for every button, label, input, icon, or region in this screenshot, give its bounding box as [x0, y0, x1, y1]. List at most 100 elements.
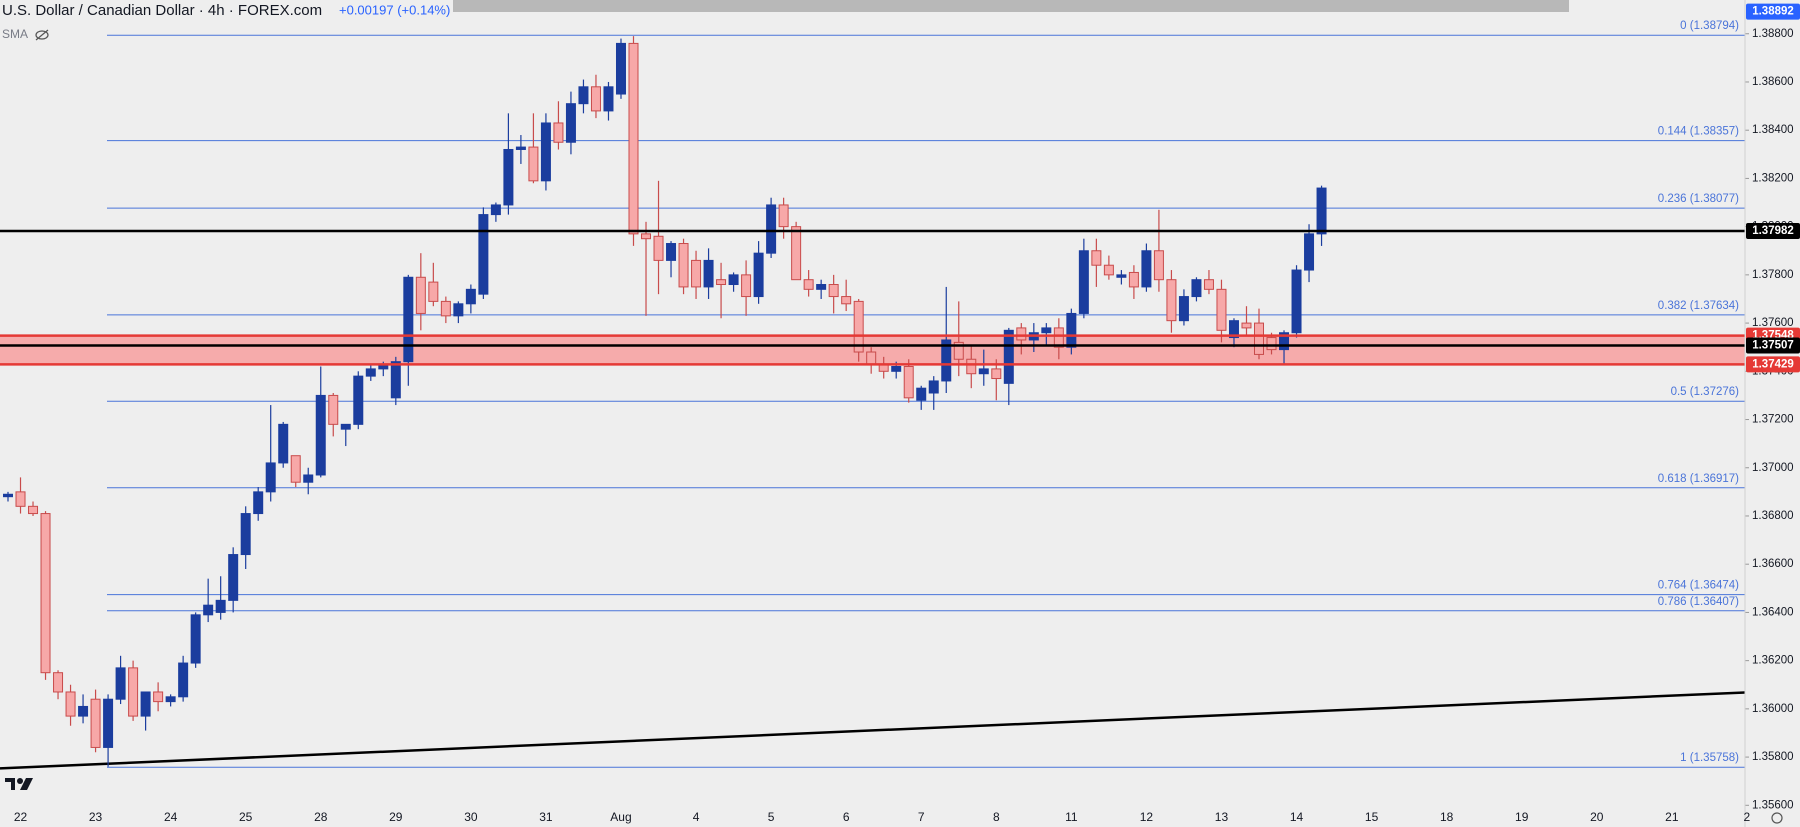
candle-body [428, 281, 439, 302]
candle-body [1116, 274, 1127, 278]
candle-body [215, 599, 226, 613]
candle-body [15, 491, 26, 507]
price-tag-label: 1.37982 [1752, 225, 1794, 237]
x-tick-label: 5 [768, 810, 775, 824]
candle-body [40, 513, 51, 674]
price-tag-label: 1.38892 [1752, 6, 1794, 18]
candle-body [290, 455, 301, 483]
candle-body [78, 705, 89, 717]
candle-body [315, 394, 326, 476]
x-tick-label: 19 [1515, 810, 1529, 824]
candle-body [503, 148, 514, 206]
candle-body [65, 691, 76, 717]
fib-label: 0.236 (1.38077) [1658, 193, 1739, 205]
plot-area: 0 (1.38794) 0.144 (1.38357) 0.236 (1.38077… [0, 20, 1749, 806]
x-tick-label: 7 [918, 810, 925, 824]
candle-body [415, 276, 426, 314]
candle-body [666, 243, 677, 261]
price-change: +0.00197 (+0.14%) [339, 2, 450, 17]
candle-body [1266, 337, 1277, 351]
candle-body [565, 103, 576, 143]
x-tick-label: 11 [1065, 810, 1078, 824]
top-bar [453, 0, 1569, 12]
candle-body [916, 387, 927, 401]
candle-body [1078, 250, 1089, 314]
y-tick-label: 1.37600 [1752, 317, 1794, 329]
candle-body [953, 341, 964, 360]
candle-body [603, 86, 614, 112]
candle-body [1178, 296, 1189, 322]
y-tick-label: 1.36000 [1752, 703, 1794, 715]
fib-label: 0.786 (1.36407) [1658, 596, 1739, 608]
x-tick-label: 22 [14, 810, 28, 824]
price-tag [1746, 337, 1800, 354]
candle-body [1279, 332, 1290, 351]
candle-body [403, 276, 414, 363]
candle-body [1041, 327, 1052, 334]
candle-body [1316, 187, 1327, 235]
candle-body [1091, 250, 1102, 266]
candle-body [528, 146, 539, 182]
x-tick-label: 8 [993, 810, 1000, 824]
y-tick-label: 1.36800 [1752, 510, 1794, 522]
candle-body [228, 554, 239, 601]
candle-body [265, 462, 276, 493]
x-tick-label: 15 [1365, 810, 1379, 824]
fib-label: 0 (1.38794) [1680, 20, 1739, 32]
candle-body [1228, 320, 1239, 339]
x-tick-label: 29 [389, 810, 403, 824]
fib-label: 0.618 (1.36917) [1658, 473, 1739, 485]
visibility-icon[interactable] [35, 29, 49, 41]
candle-body [615, 42, 626, 95]
candle-body [365, 368, 376, 377]
x-tick-label: 20 [1590, 810, 1604, 824]
candle-body [328, 394, 339, 425]
candle-body [716, 279, 727, 286]
candle-body [453, 303, 464, 317]
candle-body [28, 505, 39, 515]
fib-label: 0.144 (1.38357) [1658, 126, 1739, 138]
fib-label: 0.5 (1.37276) [1671, 386, 1740, 398]
candle-body [766, 204, 777, 254]
candle-body [903, 365, 914, 399]
candle-body [1016, 327, 1027, 341]
y-tick-label: 1.36200 [1752, 655, 1794, 667]
y-tick-label: 1.36400 [1752, 606, 1794, 618]
settings-icon[interactable] [1771, 812, 1783, 824]
candle-body [353, 375, 364, 425]
candle-body [1003, 329, 1014, 384]
x-tick-label: 25 [239, 810, 253, 824]
y-tick-label: 1.36600 [1752, 558, 1794, 570]
y-tick-label: 1.35600 [1752, 799, 1794, 811]
candle-body [891, 365, 902, 372]
candle-body [440, 300, 451, 317]
indicator-label: SMA [2, 27, 28, 41]
candle-body [1066, 312, 1077, 348]
candle-body [778, 204, 789, 228]
candle-body [340, 423, 351, 430]
candle-body [240, 513, 251, 556]
candle-body [1141, 250, 1152, 288]
y-tick-label: 1.38200 [1752, 172, 1794, 184]
x-tick-label: 18 [1440, 810, 1454, 824]
candle-body [190, 614, 201, 664]
x-tick-label: 23 [89, 810, 103, 824]
candle-body [103, 698, 114, 748]
candle-body [253, 491, 264, 515]
x-tick-label: 28 [314, 810, 328, 824]
chart-title: U.S. Dollar / Canadian Dollar · 4h · FOR… [2, 2, 322, 19]
candle-body [490, 204, 501, 216]
x-tick-label: 31 [539, 810, 553, 824]
candle-body [278, 423, 289, 464]
candle-body [641, 233, 652, 240]
candle-body [1103, 264, 1114, 276]
candle-body [90, 698, 101, 748]
candle-body [628, 42, 639, 235]
logo [5, 778, 33, 790]
candle-body [803, 279, 814, 290]
candle-body [578, 86, 589, 105]
candle-body [153, 691, 164, 703]
fib-label: 0.764 (1.36474) [1658, 580, 1739, 592]
y-tick-label: 1.38400 [1752, 124, 1794, 136]
x-tick-label: 12 [1140, 810, 1154, 824]
